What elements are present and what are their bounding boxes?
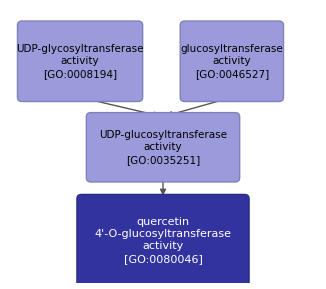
Text: glucosyltransferase
activity
[GO:0046527]: glucosyltransferase activity [GO:0046527… xyxy=(181,44,283,79)
Text: UDP-glucosyltransferase
activity
[GO:0035251]: UDP-glucosyltransferase activity [GO:003… xyxy=(99,130,227,165)
Text: UDP-glycosyltransferase
activity
[GO:0008194]: UDP-glycosyltransferase activity [GO:000… xyxy=(16,44,144,79)
Text: quercetin
4'-O-glucosyltransferase
activity
[GO:0080046]: quercetin 4'-O-glucosyltransferase activ… xyxy=(95,217,231,264)
FancyBboxPatch shape xyxy=(86,113,240,182)
FancyBboxPatch shape xyxy=(180,21,284,101)
FancyBboxPatch shape xyxy=(77,194,249,286)
FancyBboxPatch shape xyxy=(18,21,143,101)
